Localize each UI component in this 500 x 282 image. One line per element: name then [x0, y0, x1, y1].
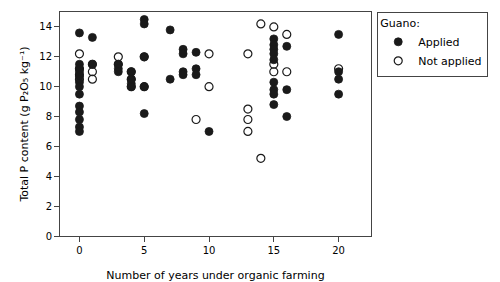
- svg-text:2: 2: [46, 201, 52, 212]
- svg-text:Number of years under organic: Number of years under organic farming: [106, 269, 324, 282]
- svg-text:4: 4: [46, 171, 52, 182]
- svg-text:Total P content (g P₂O₅ kg⁻¹): Total P content (g P₂O₅ kg⁻¹): [18, 46, 31, 202]
- svg-text:15: 15: [267, 245, 280, 256]
- svg-text:12: 12: [39, 51, 52, 62]
- svg-text:Guano:: Guano:: [380, 17, 420, 30]
- svg-text:0: 0: [46, 231, 52, 242]
- svg-text:6: 6: [46, 141, 52, 152]
- svg-text:10: 10: [203, 245, 216, 256]
- svg-text:Applied: Applied: [418, 36, 459, 49]
- svg-text:20: 20: [332, 245, 345, 256]
- svg-text:0: 0: [76, 245, 82, 256]
- svg-text:8: 8: [46, 111, 52, 122]
- svg-text:Not applied: Not applied: [418, 55, 481, 68]
- svg-text:5: 5: [141, 245, 147, 256]
- svg-text:14: 14: [39, 21, 52, 32]
- svg-text:10: 10: [39, 81, 52, 92]
